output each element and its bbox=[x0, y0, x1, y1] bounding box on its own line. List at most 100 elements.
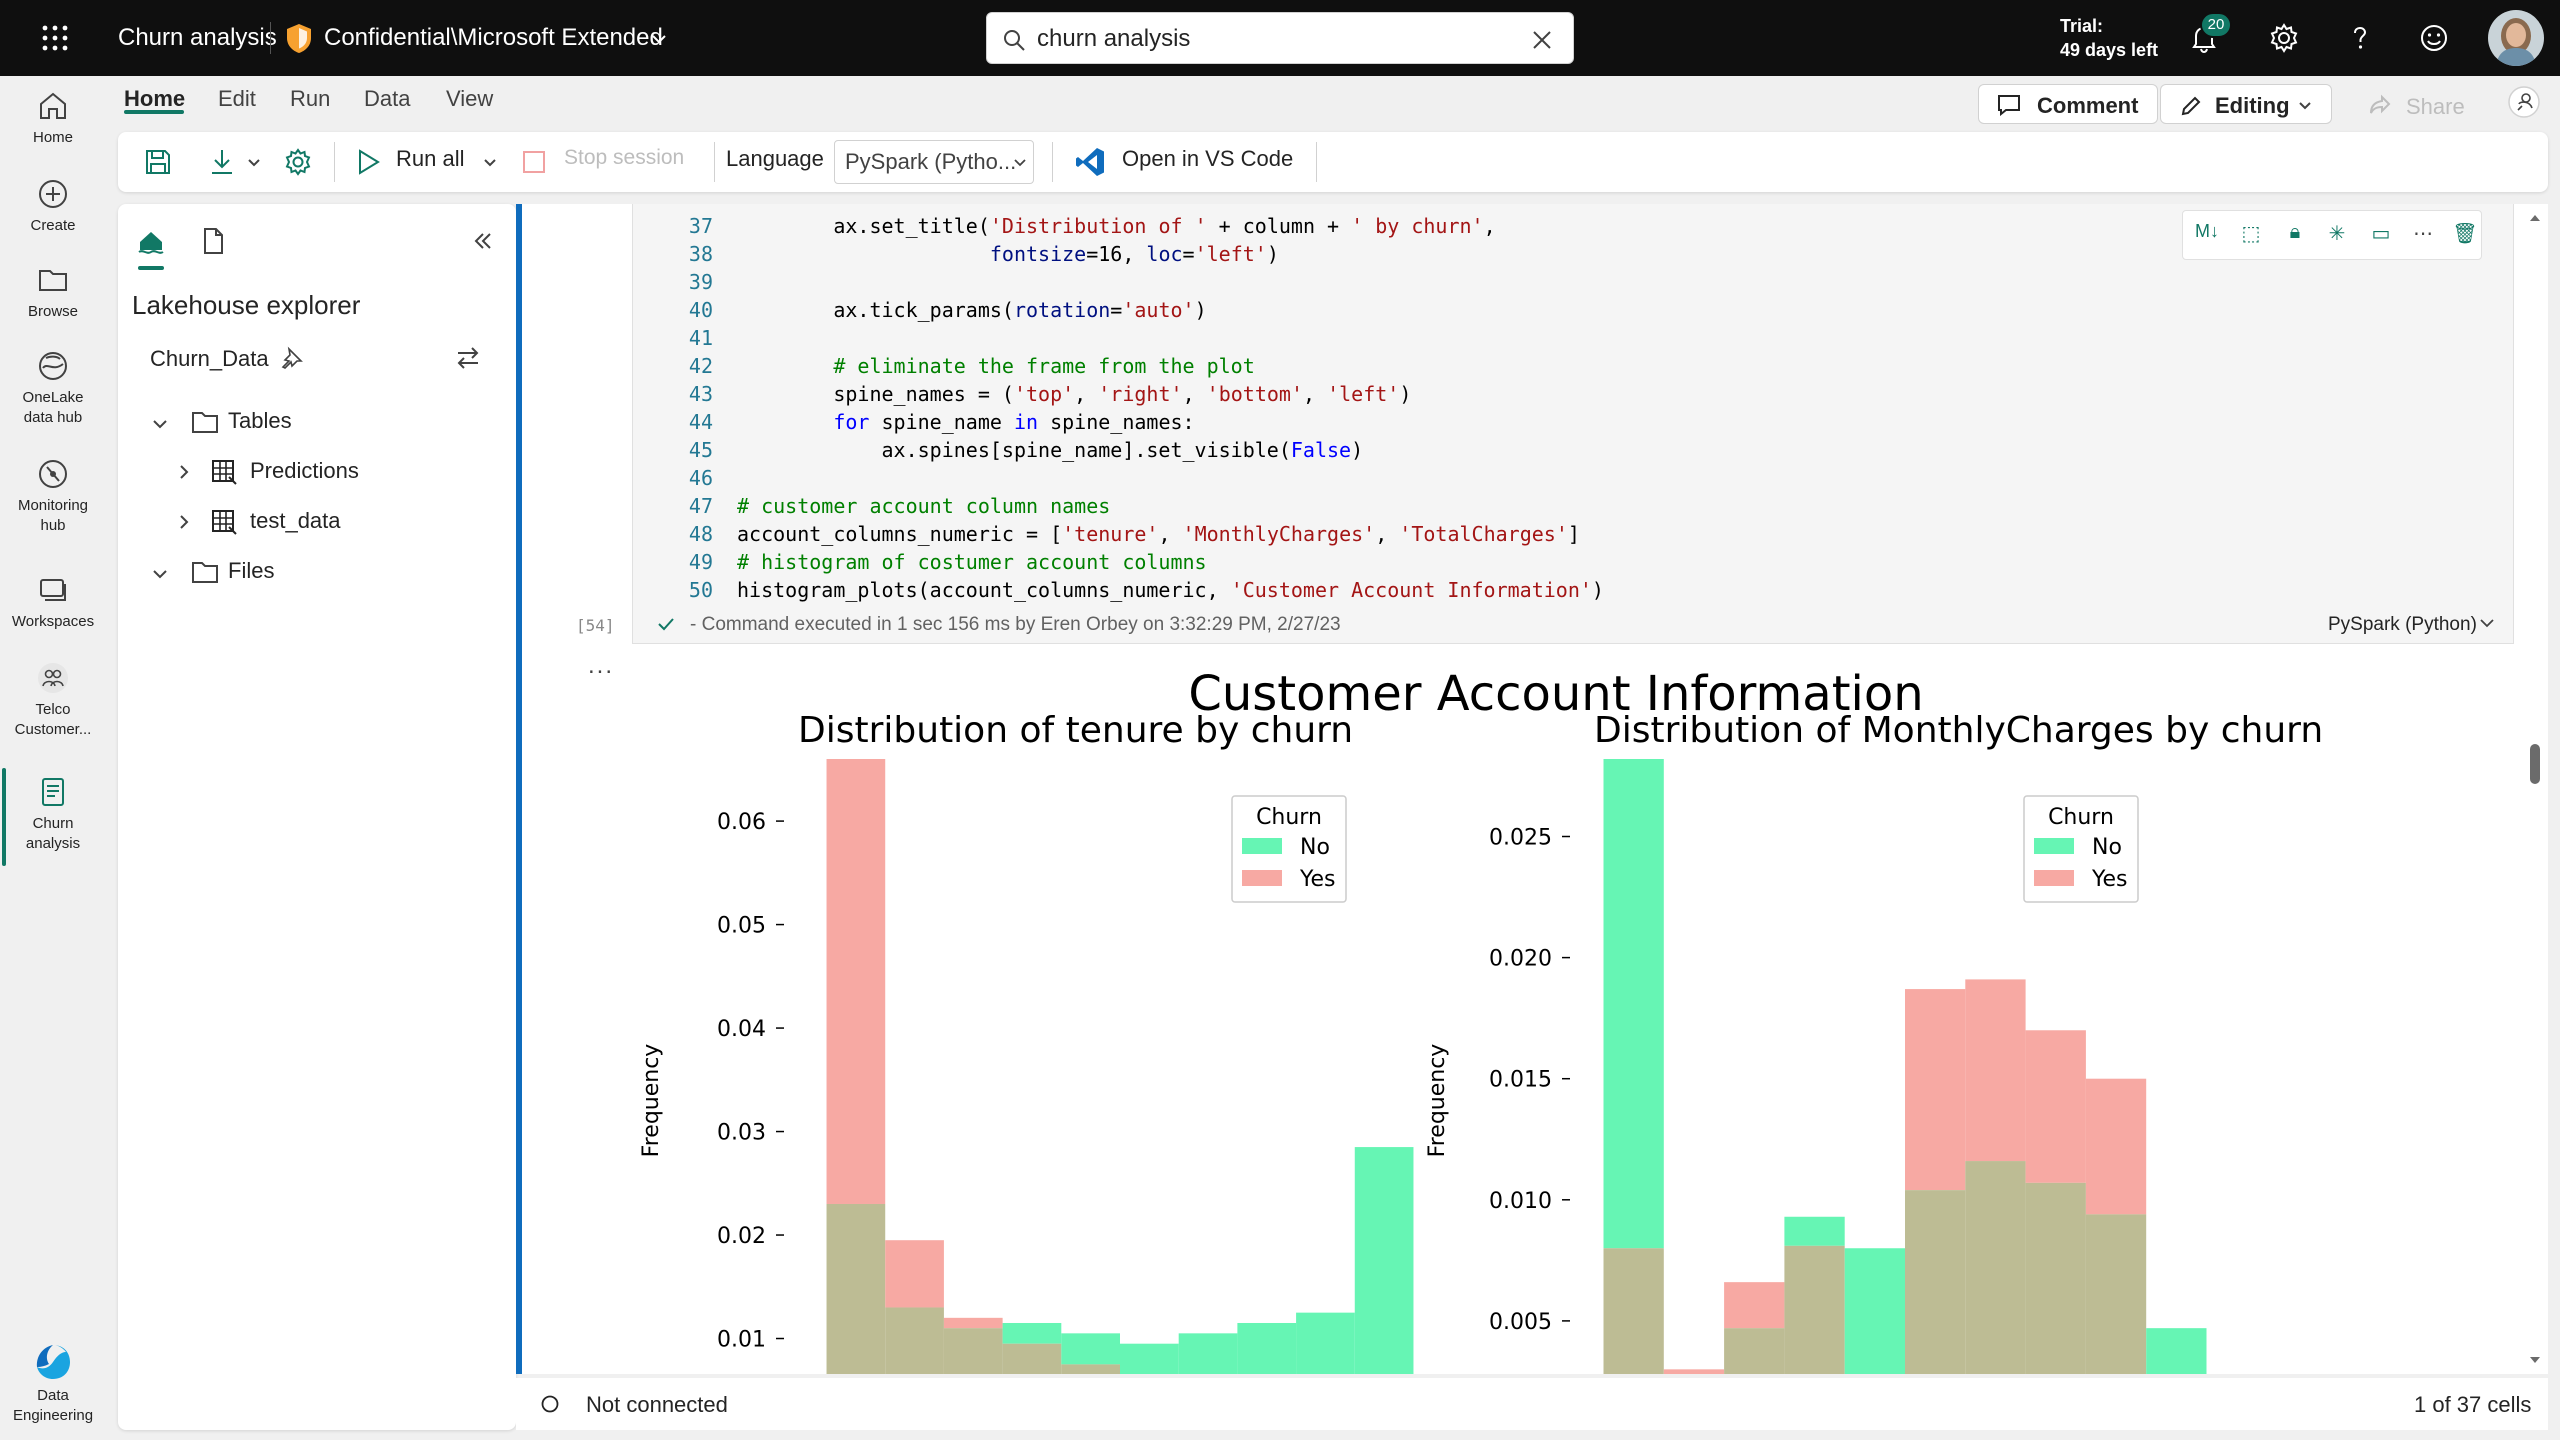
rail-label: Churn bbox=[32, 815, 74, 832]
run-all-button[interactable]: Run all bbox=[354, 142, 504, 182]
chevron-down-icon[interactable] bbox=[246, 156, 262, 170]
comment-cell-icon[interactable]: ⬚ bbox=[2241, 223, 2261, 245]
rail-item-browse[interactable]: Browse bbox=[0, 262, 106, 322]
switch-lakehouse-icon[interactable] bbox=[454, 344, 482, 372]
workspace-people-icon bbox=[38, 663, 68, 693]
vscode-icon bbox=[1076, 148, 1104, 176]
tab-data[interactable]: Data bbox=[364, 86, 411, 111]
lakehouse-name[interactable]: Churn_Data bbox=[150, 346, 269, 371]
histogram-bar-overlap bbox=[2025, 1182, 2086, 1374]
tab-edit[interactable]: Edit bbox=[218, 86, 256, 111]
table-item-test-data[interactable]: test_data bbox=[250, 508, 341, 533]
code-line[interactable]: 49 # histogram of costumer account column… bbox=[633, 548, 1207, 576]
chevron-down-icon bbox=[484, 159, 496, 167]
tab-home[interactable]: Home bbox=[124, 86, 186, 111]
stop-session-button[interactable]: Stop session bbox=[522, 142, 702, 182]
legend-swatch-no bbox=[1242, 838, 1282, 854]
code-cell-editor[interactable]: 37 ax.set_title('Distribution of ' + col… bbox=[632, 204, 2514, 644]
chevron-right-icon[interactable] bbox=[174, 512, 194, 532]
editing-mode-button[interactable]: Editing bbox=[2160, 84, 2332, 124]
rail-item-monitoring-hub[interactable]: Monitoring hub bbox=[0, 456, 106, 536]
histogram-bar-no bbox=[1237, 1322, 1297, 1374]
rail-item-telco-customer[interactable]: Telco Customer... bbox=[0, 660, 106, 740]
lock-icon[interactable]: 🔒︎ bbox=[2289, 221, 2301, 243]
chevron-down-icon[interactable] bbox=[648, 28, 670, 50]
chevron-down-icon[interactable] bbox=[150, 414, 170, 434]
sensitivity-label[interactable]: Confidential\Microsoft Extended bbox=[324, 24, 663, 51]
table-item-predictions[interactable]: Predictions bbox=[250, 458, 359, 483]
user-avatar[interactable] bbox=[2488, 10, 2544, 66]
code-line[interactable]: 48 account_columns_numeric = ['tenure', '… bbox=[633, 520, 1580, 548]
rail-item-data-engineering[interactable]: Data Engineering bbox=[0, 1342, 106, 1426]
code-token: , bbox=[1375, 522, 1400, 546]
language-select[interactable]: PySpark (Pytho... bbox=[834, 140, 1034, 184]
code-line[interactable]: 46 bbox=[633, 464, 737, 492]
markdown-toggle-icon[interactable]: M↓ bbox=[2195, 221, 2219, 241]
code-line[interactable]: 38 fontsize=16, loc='left') bbox=[633, 240, 1279, 268]
code-line[interactable]: 40 ax.tick_params(rotation='auto') bbox=[633, 296, 1207, 324]
trial-status[interactable]: Trial: 49 days left bbox=[2060, 14, 2158, 62]
line-number: 46 bbox=[688, 466, 713, 490]
tab-run[interactable]: Run bbox=[290, 86, 331, 111]
rail-label: OneLake bbox=[22, 389, 84, 406]
comment-icon[interactable]: ▭ bbox=[2371, 223, 2391, 245]
help-icon[interactable] bbox=[2342, 20, 2378, 56]
rail-item-churn-analysis[interactable]: Churn analysis bbox=[0, 774, 106, 854]
rail-item-onelake-data-hub[interactable]: OneLake data hub bbox=[0, 348, 106, 428]
connection-status[interactable]: Not connected bbox=[586, 1392, 728, 1417]
code-line[interactable]: 45 ax.spines[spine_name].set_visible(Fal… bbox=[633, 436, 1363, 464]
download-icon[interactable] bbox=[206, 146, 238, 178]
code-line[interactable]: 37 ax.set_title('Distribution of ' + col… bbox=[633, 212, 1496, 240]
chevron-down-icon[interactable] bbox=[2478, 616, 2496, 630]
code-token: account_columns_numeric = [ bbox=[737, 522, 1063, 546]
chevron-down-icon[interactable] bbox=[150, 564, 170, 584]
editing-label: Editing bbox=[2215, 93, 2290, 118]
tab-view[interactable]: View bbox=[446, 86, 494, 111]
delete-icon[interactable]: 🗑︎ bbox=[2452, 223, 2478, 245]
feedback-smiley-icon[interactable] bbox=[2416, 20, 2452, 56]
app-title[interactable]: Churn analysis bbox=[118, 24, 277, 51]
search-input[interactable] bbox=[1037, 23, 1497, 55]
code-line[interactable]: 47 # customer account column names bbox=[633, 492, 1110, 520]
histogram-bar-no bbox=[1354, 1147, 1414, 1374]
histogram-bar-no bbox=[1784, 1216, 1845, 1246]
delta-table-icon bbox=[212, 510, 237, 535]
code-line[interactable]: 42 # eliminate the frame from the plot bbox=[633, 352, 1255, 380]
lakehouse-icon[interactable] bbox=[136, 226, 166, 256]
rail-item-home[interactable]: Home bbox=[0, 88, 106, 148]
clear-search-icon[interactable] bbox=[1529, 27, 1555, 53]
rail-item-create[interactable]: Create bbox=[0, 176, 106, 236]
code-line[interactable]: 43 spine_names = ('top', 'right', 'botto… bbox=[633, 380, 1411, 408]
cell-toolbar: M↓ ⬚ 🔒︎ ✳ ▭ ⋯ 🗑︎ bbox=[2182, 210, 2482, 260]
scroll-down-arrow-icon[interactable] bbox=[2528, 1354, 2542, 1366]
code-line[interactable]: 41 bbox=[633, 324, 737, 352]
code-line[interactable]: 44 for spine_name in spine_names: bbox=[633, 408, 1195, 436]
save-icon[interactable] bbox=[142, 146, 174, 178]
freeze-icon[interactable]: ✳ bbox=[2328, 223, 2346, 245]
rail-item-workspaces[interactable]: Workspaces bbox=[0, 572, 106, 632]
settings-gear-icon[interactable] bbox=[282, 146, 314, 178]
code-line[interactable]: 50 histogram_plots(account_columns_numeri… bbox=[633, 576, 1604, 604]
share-label: Share bbox=[2406, 94, 2465, 119]
search-box[interactable] bbox=[986, 12, 1574, 64]
divider bbox=[270, 22, 271, 54]
collaborators-icon[interactable] bbox=[2508, 86, 2540, 118]
scrollbar-thumb[interactable] bbox=[2530, 744, 2540, 784]
tables-folder-label[interactable]: Tables bbox=[228, 408, 292, 433]
chevron-right-icon[interactable] bbox=[174, 462, 194, 482]
open-in-vscode-button[interactable]: Open in VS Code bbox=[1074, 142, 1334, 182]
code-line[interactable]: 39 bbox=[633, 268, 737, 296]
collapse-panel-icon[interactable] bbox=[470, 228, 496, 254]
pencil-icon bbox=[2181, 96, 2201, 116]
pin-icon[interactable] bbox=[280, 346, 304, 370]
cell-language-label[interactable]: PySpark (Python) bbox=[2328, 614, 2477, 635]
share-button[interactable]: Share bbox=[2368, 86, 2498, 126]
app-launcher-icon[interactable] bbox=[40, 23, 70, 53]
output-more-options[interactable]: ... bbox=[588, 652, 615, 679]
resources-file-icon[interactable] bbox=[200, 226, 226, 256]
more-options-icon[interactable]: ⋯ bbox=[2413, 223, 2433, 245]
scroll-up-arrow-icon[interactable] bbox=[2528, 212, 2542, 224]
files-folder-label[interactable]: Files bbox=[228, 558, 275, 583]
comment-button[interactable]: Comment bbox=[1978, 84, 2158, 124]
settings-gear-icon[interactable] bbox=[2266, 20, 2302, 56]
